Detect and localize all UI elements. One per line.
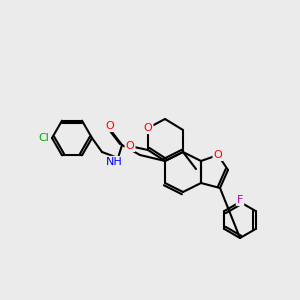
Text: O: O: [144, 123, 152, 133]
Text: F: F: [237, 195, 243, 205]
Text: O: O: [106, 121, 114, 131]
Text: O: O: [214, 150, 222, 160]
Text: Cl: Cl: [39, 133, 50, 143]
Text: NH: NH: [106, 157, 122, 167]
Text: O: O: [126, 141, 134, 151]
